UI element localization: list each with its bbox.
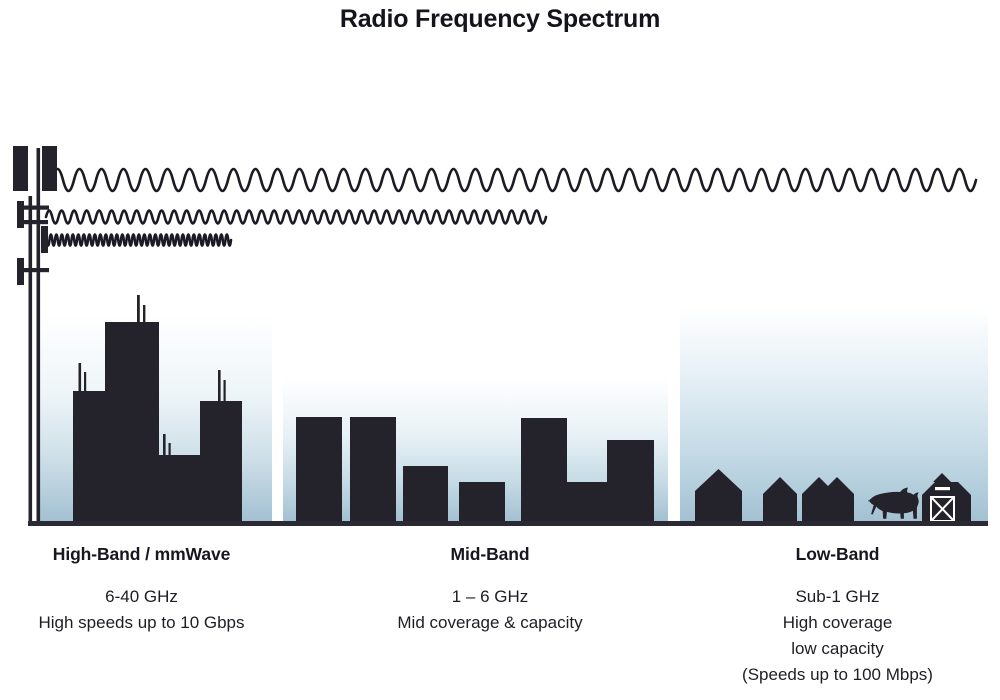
cow-icon: [868, 487, 919, 519]
band-description-high-band: 6-40 GHz High speeds up to 10 Gbps: [0, 584, 283, 636]
antenna-panel-left: [13, 146, 28, 191]
mid-band-wave: [44, 209, 548, 225]
tower-crossbar-upper: [19, 205, 49, 210]
mid-building-5: [521, 418, 567, 521]
low-band-wave: [50, 167, 978, 193]
band-title-mid-band: Mid-Band: [450, 544, 530, 564]
mid-building-2: [350, 417, 396, 521]
tower-leg-right: [36, 148, 41, 521]
house-4: [820, 477, 854, 521]
band-column-high-band: High-Band / mmWave 6-40 GHz High speeds …: [0, 543, 283, 636]
band-title-low-band: Low-Band: [795, 544, 880, 564]
suburban-scene: [296, 417, 654, 521]
ground-line: [28, 521, 988, 526]
band-line-coverage: High coverage: [782, 613, 893, 632]
barn-door-cross: [931, 497, 954, 521]
band-title-high-band: High-Band / mmWave: [52, 544, 231, 564]
band-line-capacity: low capacity: [791, 639, 884, 658]
cell-tower: [13, 146, 57, 521]
mid-building-7: [607, 440, 654, 521]
tower-leg-left: [28, 196, 33, 521]
high-band-wave: [42, 233, 233, 247]
city-building-4: [200, 401, 242, 521]
tower-crossbar-mid: [22, 220, 48, 225]
mid-building-3: [403, 466, 448, 521]
antenna-panel-small-upper: [17, 201, 24, 228]
rural-scene: [695, 469, 971, 522]
radio-waves: [42, 167, 978, 247]
building-spire-2: [137, 295, 140, 324]
band-column-low-band: Low-Band Sub-1 GHz High coverage low cap…: [675, 543, 1000, 688]
city-building-1: [73, 391, 105, 521]
city-building-2: [105, 322, 159, 521]
band-column-mid-band: Mid-Band 1 – 6 GHz Mid coverage & capaci…: [330, 543, 650, 636]
mid-building-6: [567, 482, 612, 521]
band-line-frequency: 6-40 GHz: [105, 587, 178, 606]
band-line-capability: High speeds up to 10 Gbps: [38, 613, 245, 632]
city-scene: [73, 295, 242, 521]
page-title: Radio Frequency Spectrum: [339, 5, 661, 33]
band-label-row: High-Band / mmWave 6-40 GHz High speeds …: [0, 543, 1000, 700]
house-1: [695, 469, 742, 521]
band-line-frequency: 1 – 6 GHz: [451, 587, 529, 606]
band-line-speed: (Speeds up to 100 Mbps): [742, 665, 933, 684]
building-spire-3b: [168, 443, 171, 459]
barn-window: [935, 487, 950, 491]
building-spire-3: [163, 434, 166, 459]
antenna-panel-right: [42, 146, 57, 191]
house-2: [763, 477, 797, 521]
building-spire-4: [218, 370, 221, 403]
band-line-frequency: Sub-1 GHz: [795, 587, 880, 606]
antenna-panel-small-lower: [17, 258, 24, 285]
band-description-low-band: Sub-1 GHz High coverage low capacity (Sp…: [675, 584, 1000, 688]
city-building-3: [159, 455, 204, 521]
building-spire-1: [78, 363, 82, 395]
antenna-panel-small-mid: [41, 226, 48, 253]
building-spire-2b: [143, 305, 146, 324]
tower-crossbar-lower: [19, 268, 49, 273]
building-spire-4b: [223, 380, 226, 403]
mid-building-1: [296, 417, 342, 521]
building-spire-1b: [84, 372, 87, 395]
band-line-capability: Mid coverage & capacity: [397, 613, 583, 632]
mid-building-4: [459, 482, 505, 521]
band-description-mid-band: 1 – 6 GHz Mid coverage & capacity: [330, 584, 650, 636]
